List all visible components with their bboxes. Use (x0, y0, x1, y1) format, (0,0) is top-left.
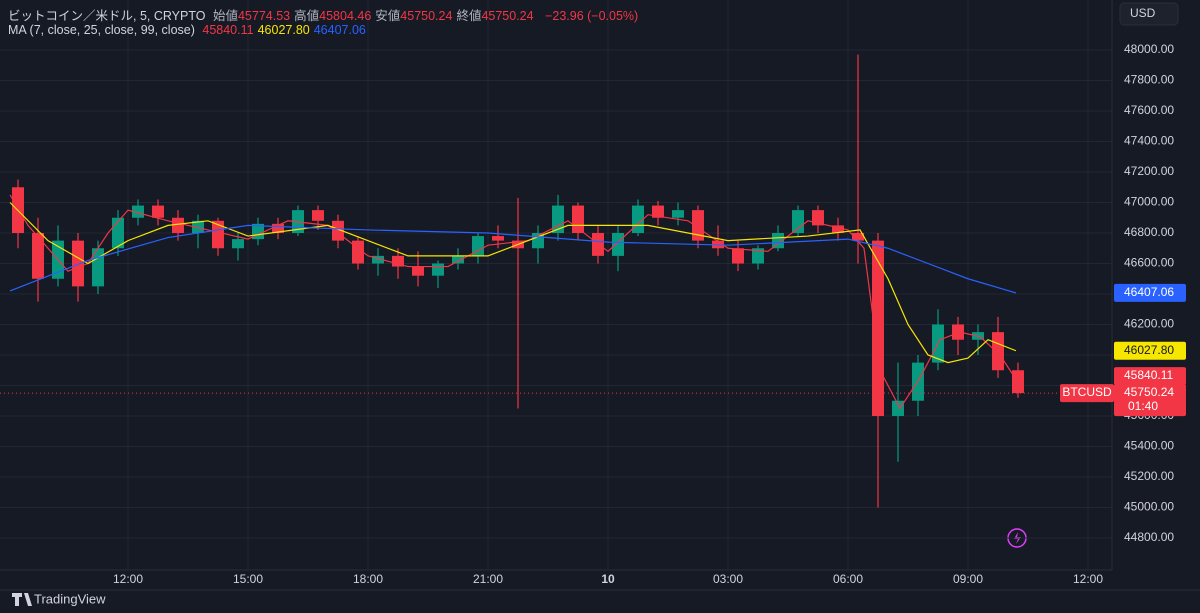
candle-body (312, 210, 324, 221)
x-tick-label: 12:00 (113, 572, 143, 586)
candle-body (672, 210, 684, 218)
candle-body (952, 324, 964, 340)
candle-body (832, 225, 844, 234)
ma-header: MA (7, close, 25, close, 99, close) 4584… (8, 23, 374, 37)
price-badge (1114, 384, 1186, 417)
candle-body (92, 248, 104, 287)
y-tick-label: 45200.00 (1124, 469, 1174, 483)
ohlc-value: 45774.53 (237, 9, 291, 23)
candle-body (772, 233, 784, 249)
ohlc-label: 始値 (212, 9, 238, 23)
ohlc-value: 45750.24 (400, 9, 453, 23)
x-tick-label: 15:00 (233, 572, 263, 586)
symbol: BTCUSD (1062, 385, 1112, 399)
y-tick-label: 47600.00 (1124, 103, 1174, 117)
countdown: 01:40 (1128, 399, 1158, 413)
header: ビットコイン／米ドル, 5, CRYPTO 始値45774.53 高値45804.… (8, 5, 642, 24)
price-badge-label: 45750.24 (1124, 385, 1174, 399)
title: ビットコイン／米ドル, 5, CRYPTO (8, 9, 206, 23)
ohlc-legend: 始値45774.53 高値45804.46 安値45750.24 終値45750.24 (213, 9, 538, 23)
candle-body (812, 210, 824, 226)
candle-body (392, 255, 404, 267)
ma-badge-label: 46407.06 (1124, 285, 1174, 299)
candle-body (72, 240, 84, 287)
candle-body (372, 255, 384, 264)
ma-badge (1114, 341, 1186, 360)
ma-value: 46407.06 (313, 23, 366, 37)
y-tick-label: 46600.00 (1124, 256, 1174, 270)
y-tick-label: 47200.00 (1124, 164, 1174, 178)
candle-body (892, 400, 904, 416)
candle-body (752, 248, 764, 264)
candle-body (412, 266, 424, 276)
ma-value: 45840.11 (202, 23, 254, 37)
y-tick-label: 45400.00 (1124, 439, 1174, 453)
candle-body (652, 205, 664, 218)
brand-logo (12, 593, 32, 606)
candle-body (272, 223, 284, 234)
y-tick-label: 47800.00 (1124, 73, 1174, 87)
candle-body (32, 233, 44, 279)
ma-badge-label: 45840.11 (1124, 368, 1173, 382)
candle-body (172, 217, 184, 234)
currency[interactable]: USD (1130, 6, 1156, 20)
ma-line (9, 194, 1017, 410)
y-tick-label: 45000.00 (1124, 500, 1174, 514)
candle-body (872, 240, 884, 416)
candle-body (552, 205, 564, 234)
ma-badge (1114, 367, 1186, 386)
x-tick-label: 06:00 (833, 572, 863, 586)
ohlc-value: 45750.24 (481, 9, 534, 23)
candle-body (592, 233, 604, 256)
y-tick-label: 44800.00 (1124, 530, 1174, 544)
ma-line (9, 202, 1017, 364)
x-tick-label: 10 (601, 572, 615, 586)
x-tick-label: 21:00 (473, 572, 503, 586)
ohlc-label: 安値 (375, 9, 401, 23)
ma-line (9, 224, 1017, 294)
change: −23.96 (−0.05%) (545, 9, 639, 23)
x-tick-label: 12:00 (1073, 572, 1103, 586)
ma-badge-label: 46027.80 (1124, 343, 1174, 357)
ma-values: 45840.11 46027.80 46407.06 (202, 23, 370, 37)
candle-body (992, 332, 1004, 371)
grid (0, 0, 1112, 570)
candle-body (612, 233, 624, 256)
candle-body (432, 263, 444, 276)
candle-body (1012, 370, 1024, 394)
candle-body (192, 220, 204, 234)
candle-body (852, 233, 864, 241)
candle-body (732, 248, 744, 264)
y-tick-label: 48000.00 (1124, 42, 1174, 56)
x-tick-label: 03:00 (713, 572, 743, 586)
ma-legend: MA (7, close, 25, close, 99, close) (8, 23, 195, 37)
x-tick-label: 09:00 (953, 572, 983, 586)
candle-body (792, 210, 804, 234)
currency-button[interactable] (1119, 2, 1179, 26)
candle-body (692, 210, 704, 241)
symbol-badge (1060, 384, 1114, 403)
candle-body (132, 205, 144, 218)
candle-body (152, 205, 164, 218)
candle-body (472, 236, 484, 256)
ohlc-label: 終値 (456, 9, 482, 23)
y-tick-label: 46200.00 (1124, 317, 1174, 331)
ohlc-label: 高値 (294, 9, 320, 23)
y-tick-label: 47000.00 (1124, 195, 1174, 209)
brand: TradingView (34, 591, 106, 606)
x-tick-label: 18:00 (353, 572, 383, 586)
ma-badge (1114, 283, 1186, 302)
ohlc-value: 45804.46 (319, 9, 372, 23)
candle-body (492, 236, 504, 241)
y-tick-label: 46800.00 (1124, 225, 1174, 239)
y-tick-label: 47400.00 (1124, 134, 1174, 148)
candle-body (212, 220, 224, 249)
candle-body (452, 255, 464, 264)
ma-value: 46027.80 (257, 23, 310, 37)
candle-body (232, 239, 244, 249)
